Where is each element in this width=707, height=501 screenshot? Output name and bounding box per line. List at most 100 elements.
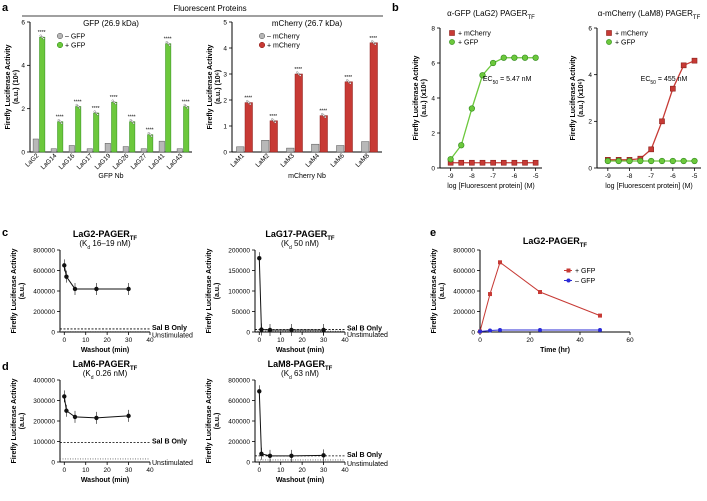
d2-point xyxy=(267,453,273,459)
a2-sig: **** xyxy=(244,96,252,102)
d2-xtick-label: 0 xyxy=(257,467,261,474)
a2-point xyxy=(274,121,277,124)
d1-xtick-label: 0 xyxy=(62,467,66,474)
b2-point xyxy=(626,157,633,165)
a1-bar-plus xyxy=(39,36,46,153)
b2-point xyxy=(670,85,676,92)
a1-ytick-label: 2 xyxy=(21,106,25,113)
e1-ytick-label: 400000 xyxy=(453,288,475,295)
a1-sig: **** xyxy=(128,115,136,121)
d1-ytick-label: 0 xyxy=(51,459,55,466)
a1-point xyxy=(60,122,63,125)
b1-ylabel: Firefly Luciferase Activity xyxy=(413,55,420,140)
b1-xtick-label: -9 xyxy=(448,173,454,180)
a1-point xyxy=(129,119,132,122)
d2-salb-label: Sal B Only xyxy=(347,452,382,459)
a2-bar-plus xyxy=(294,73,303,153)
c1-xtick-label: 30 xyxy=(125,337,133,344)
a1-cat-label: LaG2 xyxy=(24,152,40,168)
e1-point xyxy=(498,327,502,332)
a2-cat-label: LaM4 xyxy=(304,152,321,169)
a1-cat-label: LaG43 xyxy=(166,152,185,171)
a2-point xyxy=(321,113,324,116)
a1-bar-minus xyxy=(68,145,75,153)
chart-b2: α-mCherry (LaM8) PAGERTF 0 2 4 6 Firefly Luci… xyxy=(570,9,701,190)
d2-ytick-label: 600000 xyxy=(228,398,250,405)
a1-ytick-label: 4 xyxy=(21,63,25,70)
e1-point xyxy=(478,329,482,334)
b2-point xyxy=(604,157,611,165)
a1-sig: **** xyxy=(56,115,64,121)
a2-bar-plus xyxy=(319,115,328,153)
a2-point xyxy=(374,43,377,46)
c2-point xyxy=(321,327,326,333)
a2-point xyxy=(372,41,375,44)
chart-c2: LaG17-PAGERTF(Kd 50 nM) 0 50000 100000 15000… xyxy=(206,229,388,354)
a2-bar-minus xyxy=(336,145,345,153)
c2-xtick-label: 0 xyxy=(257,337,261,344)
b1-ytick-label: 2 xyxy=(431,130,435,137)
c2-point xyxy=(289,327,294,333)
c1-xtick-label: 10 xyxy=(82,337,90,344)
d2-ytick-label: 200000 xyxy=(228,439,250,446)
d1-unstim-label: Unstimulated xyxy=(152,460,193,467)
c2-point xyxy=(267,327,273,333)
a2-legend-marker-plus xyxy=(258,41,266,49)
b1-ylabel2: (a.u.) (x10⁶) xyxy=(421,79,428,117)
d1-xtick-label: 10 xyxy=(82,467,90,474)
e1-point xyxy=(498,260,502,265)
a1-bar-minus xyxy=(86,148,93,153)
a2-cat-label: LaM1 xyxy=(229,152,246,169)
d2-xlabel: Washout (min) xyxy=(276,477,324,484)
c1-ylabel2: (a.u.) xyxy=(19,283,26,300)
e1-ytick-label: 600000 xyxy=(453,268,475,275)
c1-point xyxy=(126,286,131,292)
a-header: Fluorescent Proteins xyxy=(173,4,246,13)
a1-cat-label: LaG41 xyxy=(148,152,167,171)
d2-subtitle: (Kd 63 nM) xyxy=(281,369,319,381)
b2-xtick-label: -6 xyxy=(670,173,676,180)
b1-ytick-label: 4 xyxy=(431,95,435,102)
d2-xtick-label: 30 xyxy=(320,467,328,474)
a1-cat-label: LaG14 xyxy=(40,152,59,171)
e1-point xyxy=(488,292,492,297)
a1-bar-minus xyxy=(32,138,39,153)
b2-point xyxy=(691,57,698,64)
c1-xtick-label: 20 xyxy=(104,337,112,344)
a1-point xyxy=(57,119,60,122)
e1-ylabel: Firefly Luciferase Activity xyxy=(431,248,438,333)
a1-point xyxy=(147,132,150,135)
a2-point xyxy=(249,103,252,106)
chart-a1: GFP (26.9 kDa) 0 2 4 6 Firefly Luciferase Act… xyxy=(5,19,192,180)
a1-ytick-label: 0 xyxy=(21,149,25,156)
a2-sig: **** xyxy=(294,67,302,73)
e1-ytick-label: 800000 xyxy=(453,247,475,254)
a1-legend-plus: + GFP xyxy=(65,42,86,49)
c1-point xyxy=(62,263,67,268)
b2-point xyxy=(669,157,676,165)
a2-point xyxy=(271,118,274,121)
a1-point xyxy=(75,103,78,107)
panel-label-b: b xyxy=(392,2,399,14)
b2-legend-2: + GFP xyxy=(615,39,636,46)
a1-cat-label: LaG19 xyxy=(94,152,113,171)
d2-ylabel2: (a.u.) xyxy=(214,413,221,430)
c2-ytick-label: 100000 xyxy=(228,288,250,295)
b2-point xyxy=(658,157,666,165)
b1-legend-marker-1 xyxy=(449,30,455,36)
c2-ytick-label: 50000 xyxy=(232,309,250,316)
d1-xlabel: Washout (min) xyxy=(81,477,129,484)
a1-point xyxy=(185,105,188,108)
a1-point xyxy=(78,106,81,110)
chart-e1: LaG2-PAGERTF 0 200000 400000 600000 800000 Fir… xyxy=(431,236,634,354)
b1-point xyxy=(532,54,539,61)
a1-point xyxy=(59,120,62,123)
a1-ytick-label: 6 xyxy=(21,19,25,26)
c2-ytick-label: 200000 xyxy=(228,247,250,254)
a1-legend-marker-minus xyxy=(56,32,64,40)
a2-xlabel: mCherry Nb xyxy=(288,173,326,180)
b1-point xyxy=(532,159,539,166)
c1-unstim-label: Unstimulated xyxy=(152,332,193,339)
c1-point xyxy=(94,286,99,292)
